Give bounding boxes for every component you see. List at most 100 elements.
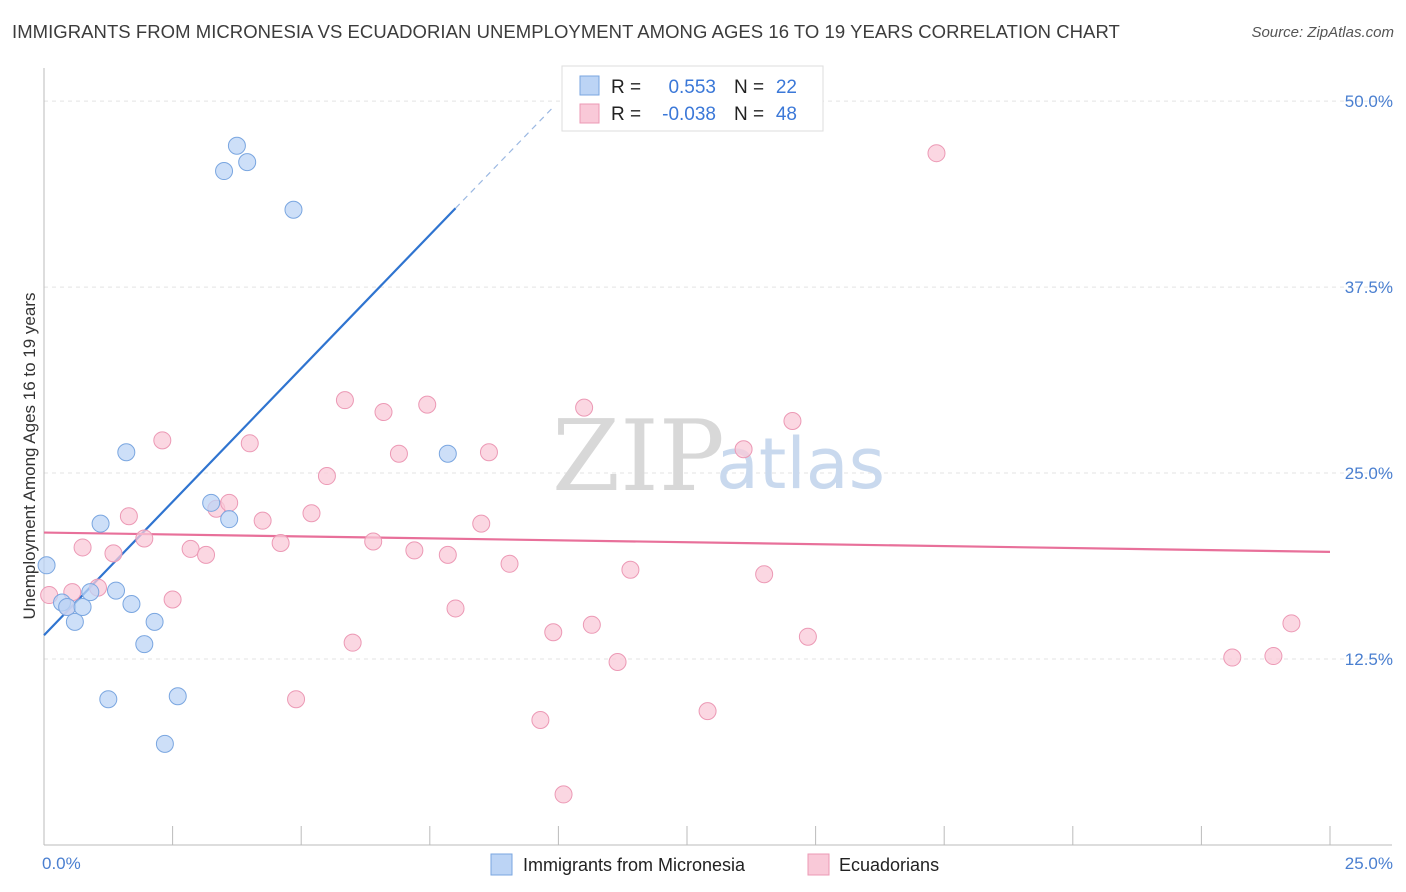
legend-item-micronesia[interactable]: Immigrants from Micronesia: [490, 853, 746, 876]
point-ecuadorians: [364, 532, 383, 551]
point-ecuadorians: [343, 633, 362, 652]
x-axis-ticks: [172, 826, 1331, 845]
point-ecuadorians: [1264, 647, 1283, 666]
legend: Immigrants from Micronesia Ecuadorians: [490, 853, 939, 876]
point-ecuadorians: [73, 538, 92, 557]
stats-n-label: N =: [734, 77, 764, 98]
point-ecuadorians: [335, 391, 354, 410]
point-ecuadorians: [479, 443, 498, 462]
y-tick-labels: 12.5% 25.0% 37.5% 50.0%: [1345, 92, 1393, 669]
point-ecuadorians: [698, 702, 717, 721]
point-ecuadorians: [1223, 648, 1242, 667]
stats-n-value: 48: [776, 104, 797, 125]
point-micronesia: [58, 597, 77, 616]
point-ecuadorians: [220, 493, 239, 512]
point-ecuadorians: [438, 545, 457, 564]
stats-box-frame: [561, 65, 824, 132]
trend-line-ecuadorians: [43, 531, 1331, 554]
y-axis-label: Unemployment Among Ages 16 to 19 years: [20, 293, 39, 620]
stats-row-blue: R = 0.553 N = 22: [579, 75, 797, 98]
stats-r-label: R =: [611, 104, 641, 125]
point-micronesia: [37, 556, 56, 575]
point-ecuadorians: [621, 560, 640, 579]
trend-line-micronesia-extension: [455, 106, 554, 209]
point-micronesia: [107, 581, 126, 600]
data-points: [37, 136, 1301, 804]
point-ecuadorians: [389, 444, 408, 463]
point-ecuadorians: [104, 544, 123, 563]
point-ecuadorians: [446, 599, 465, 618]
point-ecuadorians: [197, 545, 216, 564]
point-micronesia: [91, 514, 110, 533]
x-tick-label: 25.0%: [1345, 854, 1393, 873]
point-ecuadorians: [418, 395, 437, 414]
point-micronesia: [122, 594, 141, 613]
point-ecuadorians: [253, 511, 272, 530]
point-ecuadorians: [734, 440, 753, 459]
point-ecuadorians: [575, 398, 594, 417]
point-micronesia: [238, 153, 257, 172]
point-micronesia: [438, 444, 457, 463]
watermark-atlas: atlas: [716, 423, 885, 505]
point-ecuadorians: [374, 403, 393, 422]
x-tick-labels: 0.0% 25.0%: [42, 854, 1393, 873]
point-ecuadorians: [544, 623, 563, 642]
point-ecuadorians: [287, 690, 306, 709]
point-ecuadorians: [317, 467, 336, 486]
point-ecuadorians: [554, 785, 573, 804]
legend-item-ecuadorians[interactable]: Ecuadorians: [807, 853, 939, 876]
point-ecuadorians: [405, 541, 424, 560]
point-ecuadorians: [582, 615, 601, 634]
trend-lines: [43, 106, 1331, 636]
axes: [43, 68, 1392, 846]
point-ecuadorians: [783, 411, 802, 430]
point-micronesia: [215, 162, 234, 181]
point-ecuadorians: [163, 590, 182, 609]
point-ecuadorians: [755, 565, 774, 584]
legend-swatch-blue: [490, 853, 513, 876]
x-tick-label: 0.0%: [42, 854, 81, 873]
point-ecuadorians: [240, 434, 259, 453]
point-ecuadorians: [119, 507, 138, 526]
legend-label-ecuadorians: Ecuadorians: [839, 855, 939, 875]
point-micronesia: [73, 597, 92, 616]
stats-swatch-pink: [579, 103, 600, 124]
y-tick-label: 25.0%: [1345, 464, 1393, 483]
point-micronesia: [284, 200, 303, 219]
stats-swatch-blue: [579, 75, 600, 96]
y-tick-label: 37.5%: [1345, 278, 1393, 297]
point-ecuadorians: [1282, 614, 1301, 633]
point-ecuadorians: [608, 653, 627, 672]
point-ecuadorians: [500, 554, 519, 573]
stats-r-label: R =: [611, 77, 641, 98]
stats-box: R = 0.553 N = 22 R = -0.038 N = 48: [561, 65, 824, 132]
stats-r-value: 0.553: [668, 77, 716, 98]
y-tick-label: 50.0%: [1345, 92, 1393, 111]
point-ecuadorians: [531, 711, 550, 730]
point-micronesia: [99, 690, 118, 709]
point-micronesia: [168, 687, 187, 706]
trend-line-micronesia: [43, 207, 457, 636]
watermark-zip: ZIP: [552, 400, 725, 514]
legend-swatch-pink: [807, 853, 830, 876]
point-ecuadorians: [302, 504, 321, 523]
stats-n-label: N =: [734, 104, 764, 125]
stats-n-value: 22: [776, 77, 797, 98]
point-ecuadorians: [181, 539, 200, 558]
watermark: ZIP atlas: [552, 400, 885, 514]
point-micronesia: [65, 612, 84, 631]
point-ecuadorians: [153, 431, 172, 450]
point-micronesia: [135, 635, 154, 654]
point-ecuadorians: [927, 144, 946, 163]
point-micronesia: [155, 734, 174, 753]
point-micronesia: [81, 583, 100, 602]
chart-source: Source: ZipAtlas.com: [1251, 24, 1394, 41]
stats-row-pink: R = -0.038 N = 48: [579, 103, 797, 125]
point-micronesia: [202, 493, 221, 512]
point-micronesia: [145, 612, 164, 631]
y-tick-label: 12.5%: [1345, 650, 1393, 669]
point-micronesia: [220, 510, 239, 529]
point-ecuadorians: [271, 533, 290, 552]
grid-lines: [44, 100, 1392, 660]
